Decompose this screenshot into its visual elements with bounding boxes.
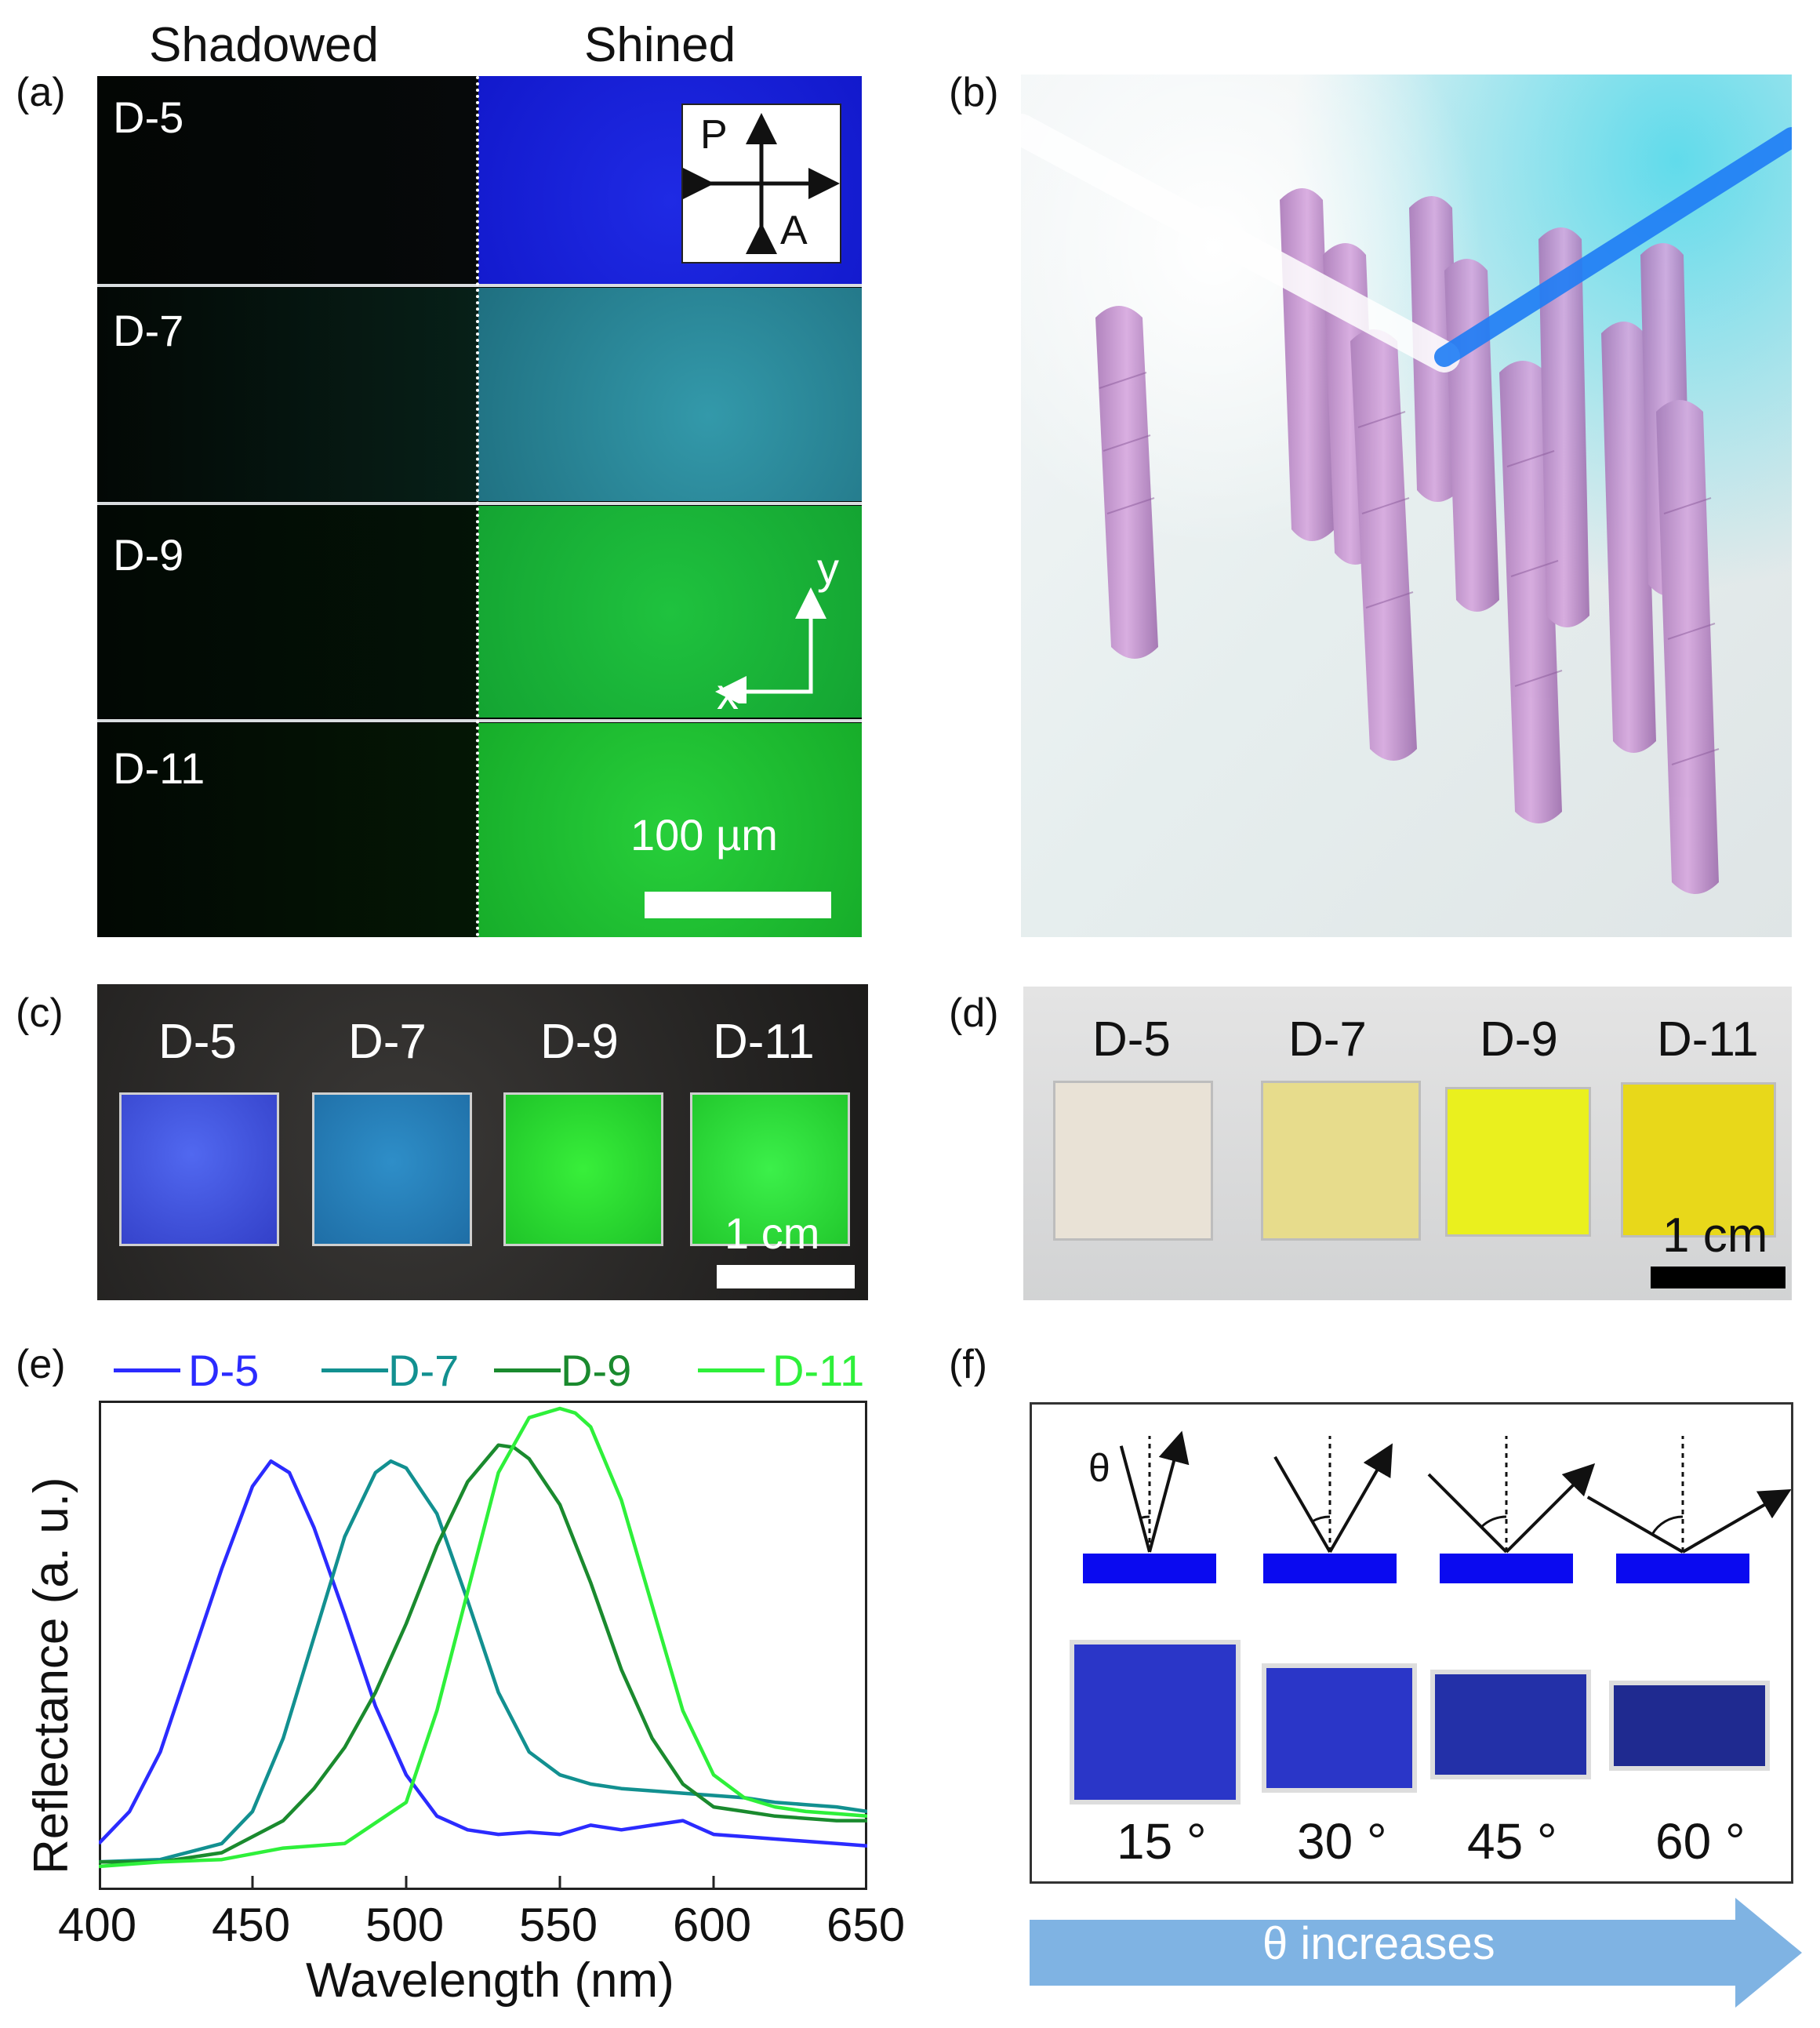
sample-label-c-d7: D-7 xyxy=(348,1015,427,1069)
angle-figure-box: θ 15 ° 30 ° 45 ° 60 ° xyxy=(1030,1402,1793,1884)
helix-illustration xyxy=(1021,75,1792,937)
legend-label-d9: D-9 xyxy=(561,1346,632,1395)
series-line-d-11 xyxy=(99,1406,867,1869)
crossed-polarizer-icon xyxy=(683,113,840,254)
film-d-d7 xyxy=(1261,1081,1421,1241)
reflection-diagram-45 xyxy=(1427,1436,1596,1583)
sample-label-d-d5: D-5 xyxy=(1092,1012,1171,1067)
sample-label-d-d11: D-11 xyxy=(1657,1012,1759,1067)
sample-label-c-d9: D-9 xyxy=(540,1015,619,1069)
micrograph-row-d9: D-9 xyxy=(97,506,862,718)
angle-label-15: 15 ° xyxy=(1117,1813,1207,1870)
angle-label-60: 60 ° xyxy=(1655,1813,1746,1870)
angle-label-45: 45 ° xyxy=(1467,1813,1557,1870)
micrograph-stack: D-5 D-7 D-9 D-11 xyxy=(97,76,862,937)
axis-x-label: x xyxy=(717,669,739,718)
x-tick-label: 400 xyxy=(58,1899,137,1951)
row-label-d11: D-11 xyxy=(113,743,205,793)
angle-label-30: 30 ° xyxy=(1297,1813,1387,1870)
legend-swatch-d11 xyxy=(698,1368,765,1372)
x-tick-label: 600 xyxy=(673,1899,752,1951)
sample-label-c-d11: D-11 xyxy=(713,1015,815,1069)
x-tick-label: 450 xyxy=(212,1899,291,1951)
scalebar-a xyxy=(645,892,831,918)
row-divider xyxy=(97,719,862,722)
row-label-d7: D-7 xyxy=(113,306,184,355)
panel-a-label: (a) xyxy=(16,70,66,115)
reflection-diagram-30 xyxy=(1263,1436,1397,1583)
photo-shined-films: D-5 D-7 D-9 D-11 1 cm xyxy=(97,984,868,1300)
reflection-diagram-15 xyxy=(1083,1430,1216,1583)
theta-increases-arrow xyxy=(1030,1898,1802,2008)
col-shadowed-title: Shadowed xyxy=(149,18,380,72)
reflectance-chart xyxy=(99,1401,867,1890)
panel-e-label: (e) xyxy=(16,1342,66,1387)
helix-ribbing xyxy=(1099,372,1720,765)
reflection-geometry-diagrams xyxy=(1083,1430,1792,1583)
scalebar-label-a: 100 µm xyxy=(630,810,778,860)
tilted-film-30 xyxy=(1262,1663,1417,1793)
x-axis-label: Wavelength (nm) xyxy=(306,1953,674,2008)
sample-label-d-d9: D-9 xyxy=(1480,1012,1558,1067)
panel-d-label: (d) xyxy=(949,990,999,1036)
photo-films-ambient: D-5 D-7 D-9 D-11 1 cm xyxy=(1023,987,1792,1300)
theta-increases-label: θ increases xyxy=(1262,1918,1495,1969)
theta-symbol: θ xyxy=(1088,1446,1110,1490)
film-d-d5 xyxy=(1053,1081,1213,1241)
scalebar-c xyxy=(717,1265,855,1288)
helix-columns xyxy=(1095,188,1719,894)
y-axis-label: Reflectance (a. u.) xyxy=(24,1477,78,1874)
tilted-film-15 xyxy=(1070,1640,1241,1804)
film-c-d7 xyxy=(312,1092,472,1246)
film-d-d9 xyxy=(1445,1087,1591,1237)
legend-label-d7: D-7 xyxy=(388,1346,460,1395)
series-line-d-9 xyxy=(99,1443,867,1864)
film-c-d11 xyxy=(690,1092,850,1246)
film-d-d11 xyxy=(1621,1082,1776,1238)
polarizer-p-label: P xyxy=(700,112,728,158)
legend-swatch-d5 xyxy=(114,1368,180,1372)
scalebar-label-c: 1 cm xyxy=(725,1208,820,1258)
sample-label-d-d7: D-7 xyxy=(1288,1012,1367,1067)
polarizer-inset: P A xyxy=(681,104,841,263)
shadow-boundary-line xyxy=(476,76,479,937)
legend-swatch-d9 xyxy=(494,1368,561,1372)
x-tick-label: 650 xyxy=(826,1899,906,1951)
panel-c-label: (c) xyxy=(16,990,64,1036)
axis-y-label: y xyxy=(817,543,839,593)
xy-axes-icon xyxy=(715,587,826,703)
legend-label-d11: D-11 xyxy=(772,1346,865,1395)
row-label-d5: D-5 xyxy=(113,93,184,142)
film-c-d9 xyxy=(503,1092,663,1246)
x-tick-label: 500 xyxy=(365,1899,445,1951)
tilted-film-45 xyxy=(1430,1670,1591,1779)
panel-f-label: (f) xyxy=(949,1342,988,1387)
d7-shined-region xyxy=(478,288,862,501)
tilted-film-60 xyxy=(1609,1681,1770,1771)
plot-frame xyxy=(99,1401,867,1890)
analyzer-a-label: A xyxy=(780,208,808,253)
sample-label-c-d5: D-5 xyxy=(158,1015,237,1069)
reflection-diagram-60 xyxy=(1586,1436,1792,1583)
col-shined-title: Shined xyxy=(584,18,736,72)
scalebar-d xyxy=(1651,1267,1785,1288)
panel-b-label: (b) xyxy=(949,70,999,115)
row-label-d9: D-9 xyxy=(113,530,184,580)
series-line-d-5 xyxy=(99,1459,867,1848)
film-c-d5 xyxy=(119,1092,279,1246)
legend-swatch-d7 xyxy=(321,1368,388,1372)
row-divider xyxy=(97,284,862,287)
scalebar-label-d: 1 cm xyxy=(1662,1208,1768,1263)
legend-label-d5: D-5 xyxy=(188,1346,260,1395)
x-tick-label: 550 xyxy=(519,1899,598,1951)
reflected-blue-beam xyxy=(1434,127,1792,367)
incident-light-beam xyxy=(1021,114,1460,373)
micrograph-row-d7: D-7 xyxy=(97,288,862,501)
row-divider xyxy=(97,502,862,505)
